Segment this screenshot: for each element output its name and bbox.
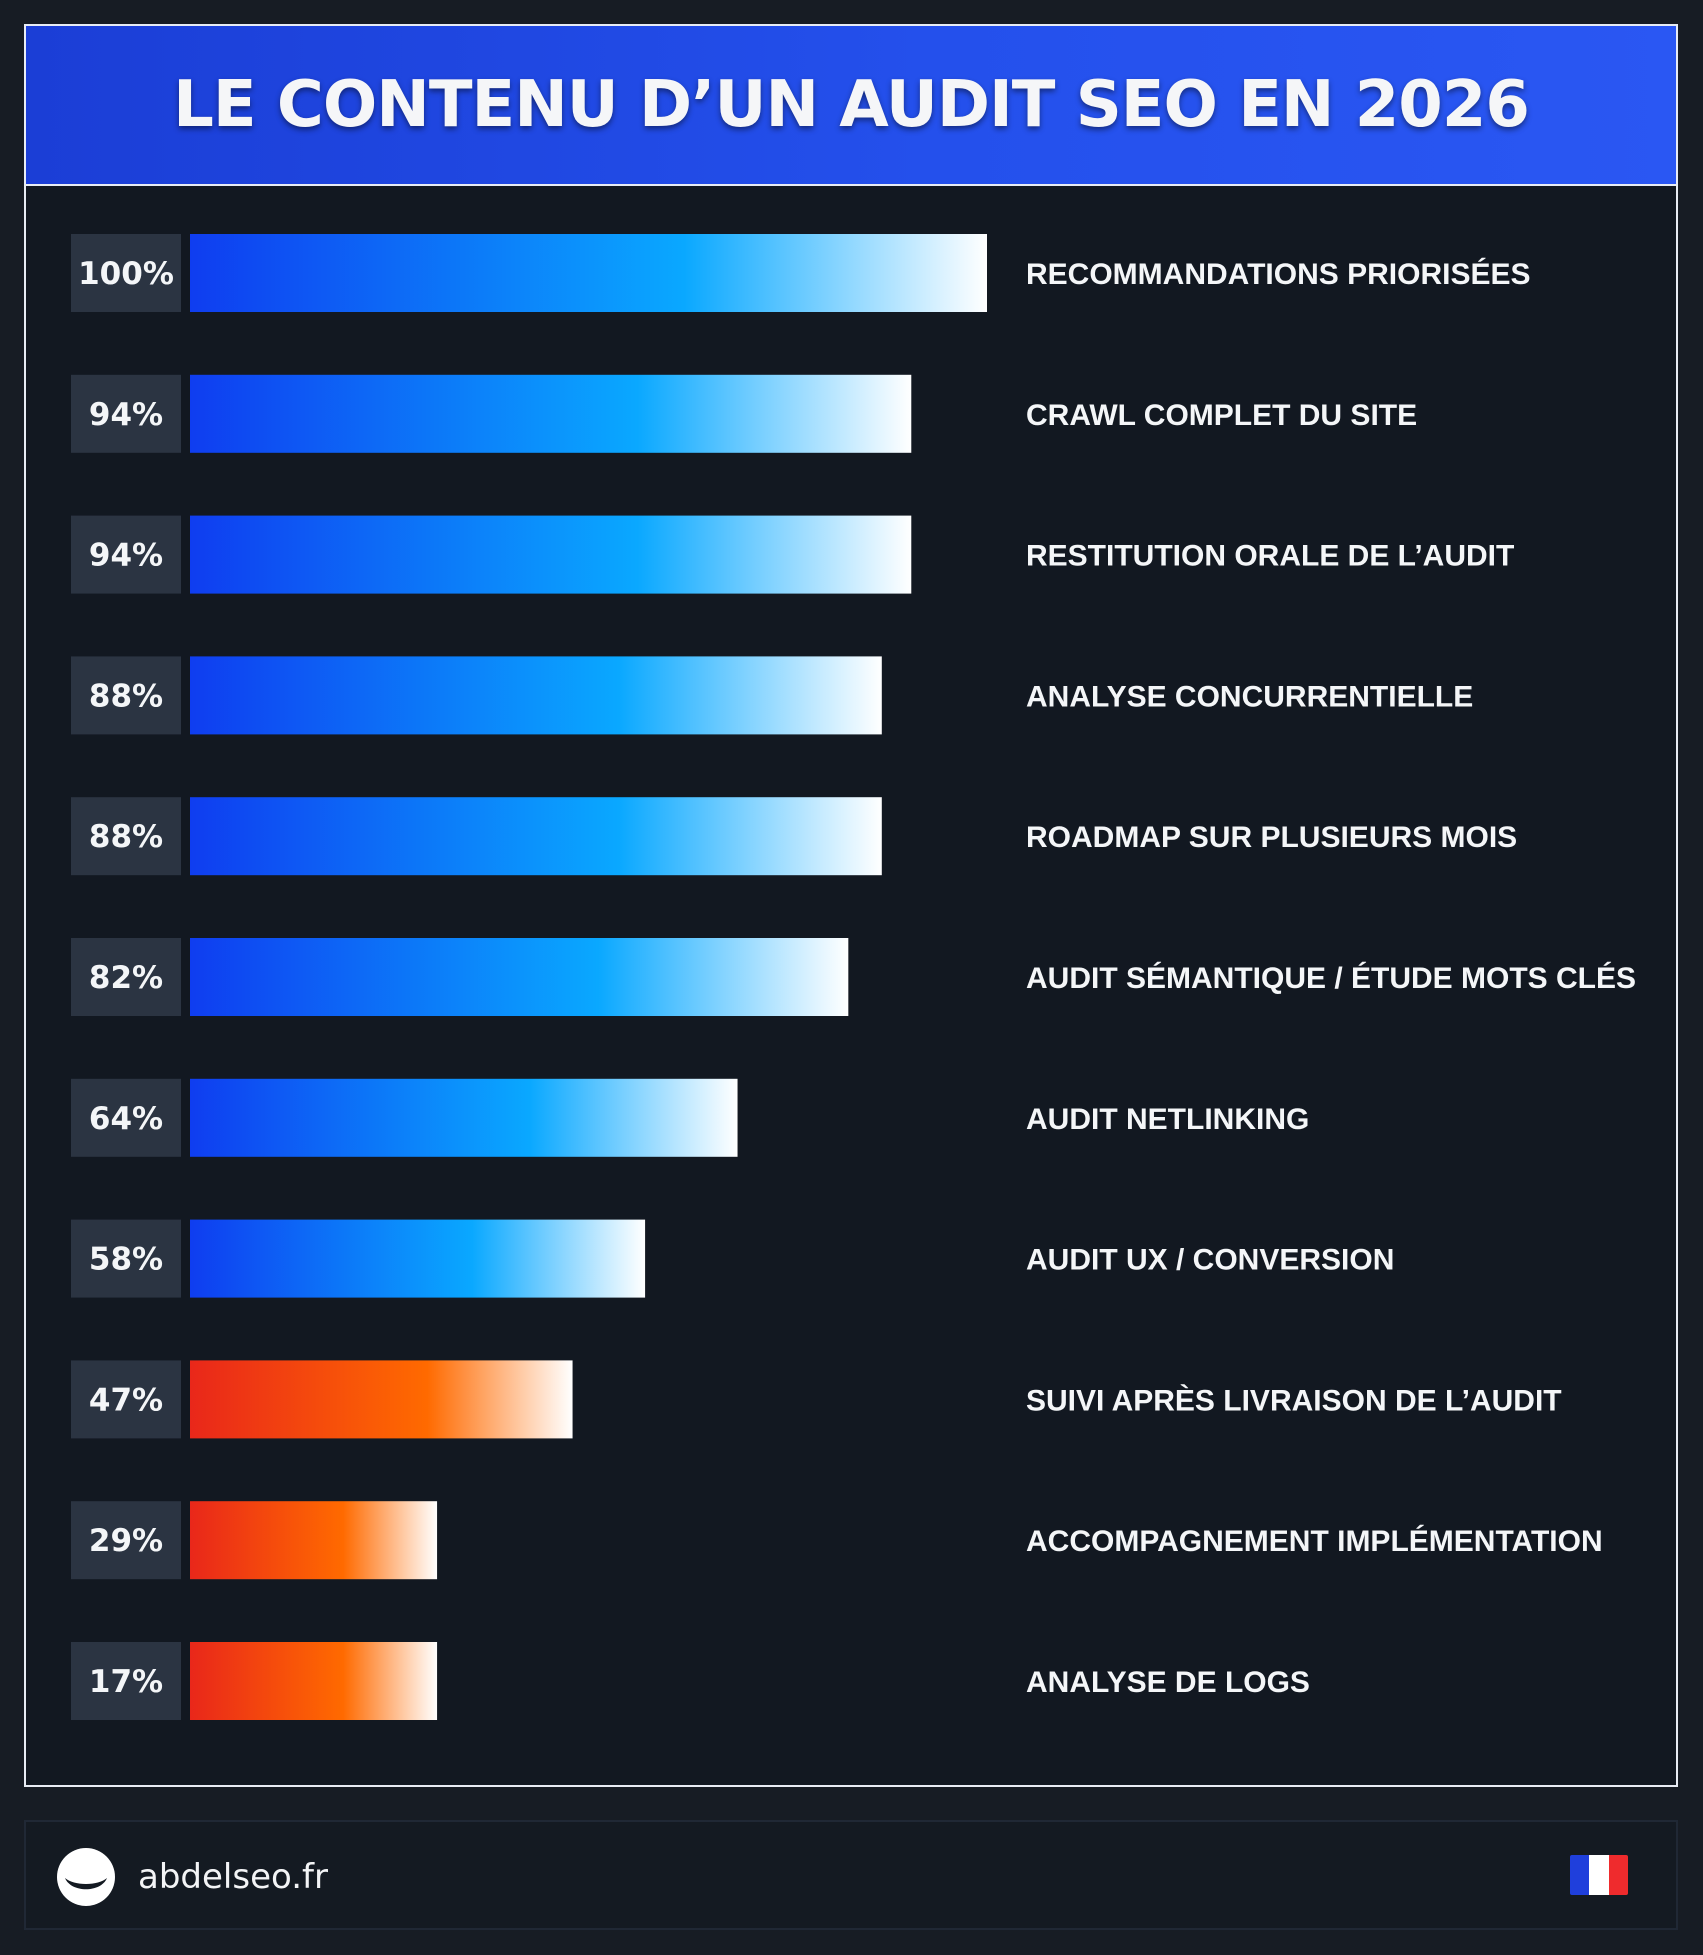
bar-value-label: 94% [89,538,163,574]
bar-row: 29% ACCOMPAGNEMENT IMPLÉMENTATION [71,1501,1603,1580]
bar-row: 94% RESTITUTION ORALE DE L’AUDIT [71,515,1514,594]
bar [190,515,912,594]
bar-value-label: 94% [89,397,163,433]
bar-value-label: 64% [89,1101,163,1137]
value-label-box [71,656,181,735]
bar [190,656,882,735]
value-label-box [71,234,181,312]
category-label: RESTITUTION ORALE DE L’AUDIT [1026,540,1514,573]
infographic-frame: LE CONTENU D’UN AUDIT SEO EN 2026 100% RE… [24,24,1678,1787]
bar-value-label: 29% [89,1523,163,1559]
bar-row: 47% SUIVI APRÈS LIVRAISON DE L’AUDIT [71,1360,1562,1439]
bar-row: 100% RECOMMANDATIONS PRIORISÉES [71,234,1530,312]
bar-row: 82% AUDIT SÉMANTIQUE / ÉTUDE MOTS CLÉS [71,938,1636,1016]
page-title: LE CONTENU D’UN AUDIT SEO EN 2026 [173,68,1530,142]
bar-row: 64% AUDIT NETLINKING [71,1078,1309,1157]
category-label: ACCOMPAGNEMENT IMPLÉMENTATION [1026,1524,1603,1558]
flag-stripe-blue [1570,1855,1590,1895]
bar [190,1360,573,1439]
site-name[interactable]: abdelseo.fr [138,1857,328,1897]
category-label: RECOMMANDATIONS PRIORISÉES [1026,257,1530,291]
category-label: AUDIT NETLINKING [1026,1103,1309,1136]
bar [190,1219,646,1298]
bar [190,1642,438,1720]
value-label-box [71,1219,181,1298]
value-label-box [71,797,181,876]
bar-row: 94% CRAWL COMPLET DU SITE [71,374,1417,453]
category-label: CRAWL COMPLET DU SITE [1026,399,1417,432]
flag-stripe-white [1589,1855,1609,1895]
value-label-box [71,938,181,1016]
bar-row: 58% AUDIT UX / CONVERSION [71,1219,1394,1298]
flag-stripe-red [1608,1855,1628,1895]
category-label: AUDIT SÉMANTIQUE / ÉTUDE MOTS CLÉS [1026,961,1636,995]
value-label-box [71,374,181,453]
bar-value-label: 47% [89,1382,163,1418]
bar [190,1078,738,1157]
abdelseo-logo-icon [57,1848,115,1906]
category-label: SUIVI APRÈS LIVRAISON DE L’AUDIT [1026,1383,1562,1417]
bar-value-label: 82% [89,960,163,996]
bar-value-label: 88% [89,678,163,714]
bar [190,234,987,312]
value-label-box [71,515,181,594]
bar-value-label: 58% [89,1242,163,1278]
bar-row: 88% ANALYSE CONCURRENTIELLE [71,656,1473,735]
bar [190,1501,438,1580]
bar [190,938,849,1016]
footer-bar: abdelseo.fr [24,1820,1678,1930]
category-label: ANALYSE CONCURRENTIELLE [1026,680,1473,713]
category-label: AUDIT UX / CONVERSION [1026,1244,1394,1277]
value-label-box [71,1642,181,1720]
france-flag-icon [1570,1855,1628,1895]
value-label-box [71,1078,181,1157]
bar-chart-area: 100% RECOMMANDATIONS PRIORISÉES 94% CRAWL C… [26,186,1676,1785]
bar [190,374,912,453]
horizontal-bar-chart: 100% RECOMMANDATIONS PRIORISÉES 94% CRAWL C… [71,234,1636,1720]
category-label: ROADMAP SUR PLUSIEURS MOIS [1026,821,1517,854]
bar-value-label: 88% [89,819,163,855]
value-label-box [71,1501,181,1580]
category-label: ANALYSE DE LOGS [1026,1666,1310,1699]
header-banner: LE CONTENU D’UN AUDIT SEO EN 2026 [26,26,1676,186]
value-label-box [71,1360,181,1439]
bar [190,797,882,876]
bar-value-label: 100% [78,256,174,292]
bar-value-label: 17% [89,1664,163,1700]
bar-row: 17% ANALYSE DE LOGS [71,1642,1310,1720]
bar-row: 88% ROADMAP SUR PLUSIEURS MOIS [71,797,1517,876]
